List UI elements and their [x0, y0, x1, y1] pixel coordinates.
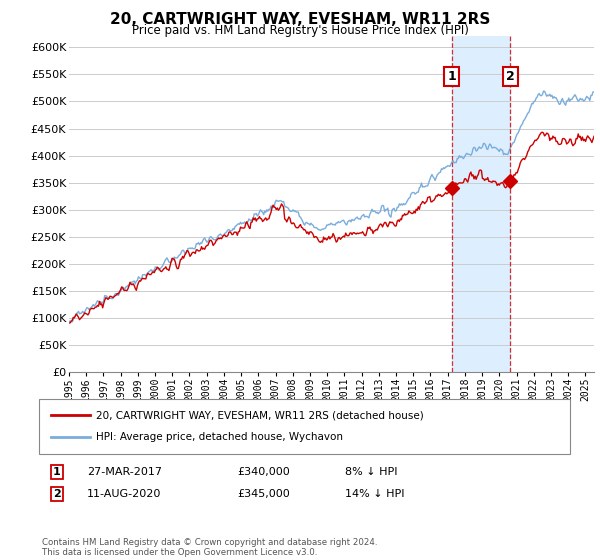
Text: 2: 2 — [53, 489, 61, 499]
Text: 27-MAR-2017: 27-MAR-2017 — [87, 466, 162, 477]
Text: 1: 1 — [53, 466, 61, 477]
Text: Price paid vs. HM Land Registry's House Price Index (HPI): Price paid vs. HM Land Registry's House … — [131, 24, 469, 36]
Text: 1: 1 — [447, 70, 456, 83]
Text: 11-AUG-2020: 11-AUG-2020 — [87, 489, 161, 499]
Text: 20, CARTWRIGHT WAY, EVESHAM, WR11 2RS: 20, CARTWRIGHT WAY, EVESHAM, WR11 2RS — [110, 12, 490, 27]
Bar — [452, 36, 510, 372]
Text: 14% ↓ HPI: 14% ↓ HPI — [345, 489, 404, 499]
Text: HPI: Average price, detached house, Wychavon: HPI: Average price, detached house, Wych… — [96, 432, 343, 442]
Text: £340,000: £340,000 — [237, 466, 290, 477]
Text: Contains HM Land Registry data © Crown copyright and database right 2024.
This d: Contains HM Land Registry data © Crown c… — [42, 538, 377, 557]
Text: 8% ↓ HPI: 8% ↓ HPI — [345, 466, 398, 477]
Text: 20, CARTWRIGHT WAY, EVESHAM, WR11 2RS (detached house): 20, CARTWRIGHT WAY, EVESHAM, WR11 2RS (d… — [96, 410, 424, 421]
Text: £345,000: £345,000 — [237, 489, 290, 499]
Text: 2: 2 — [506, 70, 514, 83]
